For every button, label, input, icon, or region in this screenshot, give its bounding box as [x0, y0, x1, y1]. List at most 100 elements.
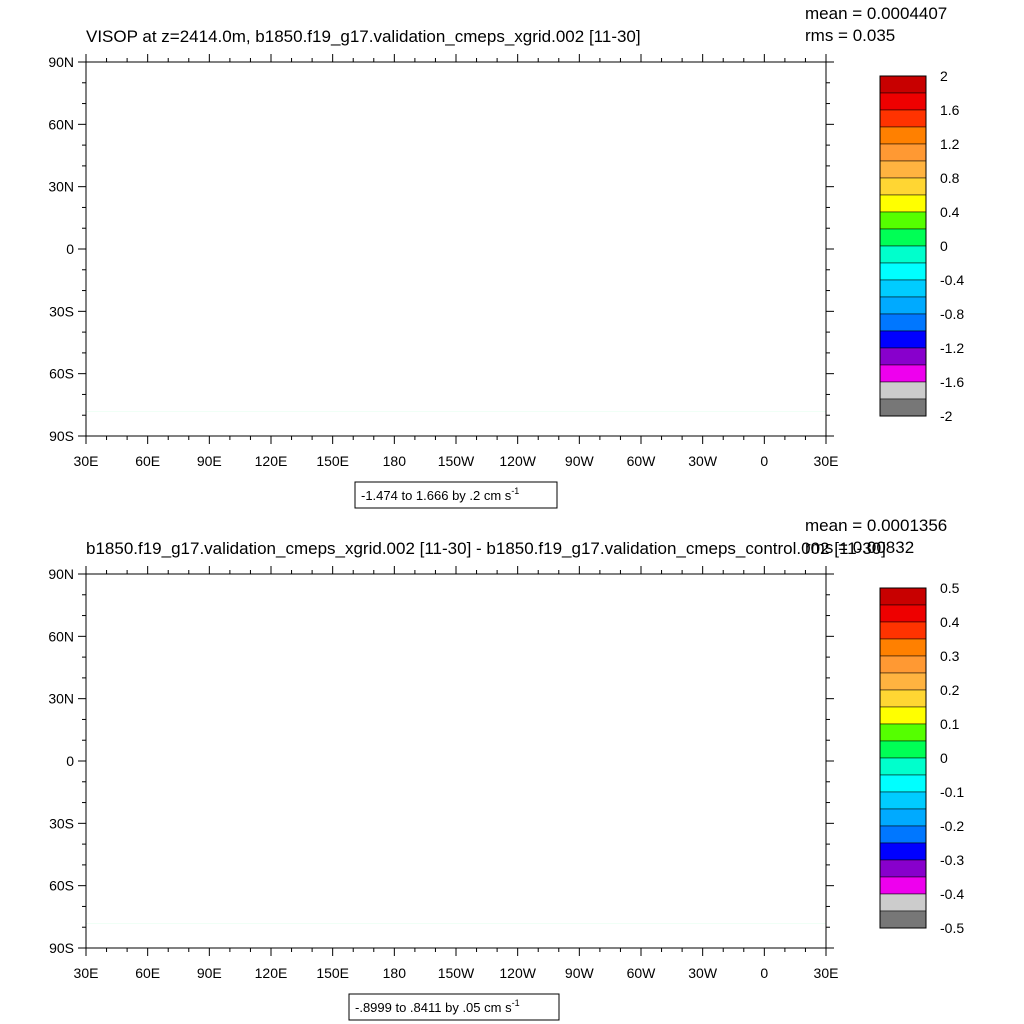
y-tick-label: 60N: [48, 116, 74, 132]
x-tick-label: 150W: [438, 965, 475, 981]
colorbar-swatch: [879, 774, 927, 793]
colorbar-swatch: [879, 262, 927, 281]
colorbar-swatch: [879, 689, 927, 708]
y-tick-label: 30N: [48, 691, 74, 707]
y-tick-label: 0: [66, 241, 74, 257]
colorbar-frame: [879, 587, 927, 929]
y-tick-label: 30N: [48, 179, 74, 195]
colorbar-swatch: [879, 706, 927, 725]
no-data-south: [86, 923, 826, 948]
colorbar-swatch: [879, 842, 927, 861]
x-tick-label: 30W: [688, 965, 718, 981]
colorbar-swatch: [879, 143, 927, 162]
x-tick-label: 60E: [135, 965, 160, 981]
y-tick-label: 90N: [48, 54, 74, 70]
colorbar-swatch: [879, 92, 927, 111]
colorbar-swatch: [879, 296, 927, 315]
x-tick-label: 120E: [255, 453, 288, 469]
colorbar-swatch: [879, 910, 927, 929]
mean-stat: mean = 0.0004407: [805, 4, 947, 23]
colorbar-swatch: [879, 757, 927, 776]
x-tick-label: 30W: [688, 453, 718, 469]
colorbar-frame: [879, 75, 927, 417]
x-tick-label: 150E: [316, 453, 349, 469]
colorbar-swatch: [879, 604, 927, 623]
x-tick-label: 150E: [316, 965, 349, 981]
no-data-north: [86, 62, 826, 412]
colorbar-swatch: [879, 740, 927, 759]
colorbar-swatch: [879, 655, 927, 674]
x-tick-label: 60W: [627, 965, 657, 981]
y-tick-label: 0: [66, 753, 74, 769]
colorbar: 0.5 0.4 0.3 0.2 0.1 0 -0.1 -0.2 -0.3 -0.4 -0.5: [879, 580, 964, 936]
x-tick-label: 150W: [438, 453, 475, 469]
colorbar-swatch: [879, 279, 927, 298]
colorbar-swatch: [879, 791, 927, 810]
colorbar-swatch: [879, 893, 927, 912]
x-tick-label: 30E: [814, 453, 839, 469]
map-field: [86, 62, 826, 436]
no-data-south: [86, 411, 826, 436]
colorbar-swatch: [879, 126, 927, 145]
colorbar-label: -0.4: [940, 272, 964, 288]
x-tick-label: 0: [760, 965, 768, 981]
colorbar-swatch: [879, 672, 927, 691]
x-tick-label: 60E: [135, 453, 160, 469]
colorbar-label: 1.6: [940, 102, 960, 118]
x-tick-label: 60W: [627, 453, 657, 469]
range-note-box: [354, 481, 558, 509]
colorbar-swatch: [879, 364, 927, 383]
map-field: [86, 574, 826, 948]
no-data-north: [86, 574, 826, 924]
y-tick-label: 90N: [48, 566, 74, 582]
colorbar-swatch: [879, 211, 927, 230]
colorbar-label: -1.6: [940, 374, 964, 390]
colorbar-label: 0.1: [940, 716, 960, 732]
colorbar-label: 0.2: [940, 682, 960, 698]
mean-stat: mean = 0.0001356: [805, 516, 947, 535]
colorbar-swatch: [879, 194, 927, 213]
colorbar-label: -0.2: [940, 818, 964, 834]
colorbar-swatch: [879, 808, 927, 827]
x-tick-label: 180: [383, 965, 407, 981]
colorbar-label: 2: [940, 68, 948, 84]
panel-1: 30E 60E 90E 120E 150E 180 150W 120W 90W 60W 30W 0 30…: [48, 4, 964, 509]
panel-2: 30E 60E 90E 120E 150E 180 150W 120W 90W 60W 30W 0 30…: [48, 516, 964, 1021]
colorbar-swatch: [879, 876, 927, 895]
colorbar-swatch: [879, 621, 927, 640]
x-tick-label: 120E: [255, 965, 288, 981]
rms-stat: rms = 0.00832: [805, 538, 914, 557]
colorbar-swatch: [879, 347, 927, 366]
colorbar-swatch: [879, 245, 927, 264]
colorbar-label: -1.2: [940, 340, 964, 356]
y-tick-label: 60S: [49, 878, 74, 894]
colorbar-swatch: [879, 330, 927, 349]
colorbar-swatch: [879, 398, 927, 417]
colorbar-label: 0.4: [940, 614, 960, 630]
range-note: -1.474 to 1.666 by .2 cm s-1: [361, 486, 519, 503]
colorbar-swatch: [879, 228, 927, 247]
colorbar-label: 0.8: [940, 170, 960, 186]
x-tick-label: 120W: [499, 453, 536, 469]
y-tick-label: 30S: [49, 815, 74, 831]
range-note-sup: -1: [511, 486, 519, 496]
x-tick-label: 30E: [74, 453, 99, 469]
colorbar-swatch: [879, 587, 927, 606]
x-tick-label: 30E: [74, 965, 99, 981]
y-tick-label: 90S: [49, 428, 74, 444]
x-tick-label: 90W: [565, 453, 595, 469]
colorbar-swatch: [879, 859, 927, 878]
range-note: -.8999 to .8411 by .05 cm s-1: [355, 998, 520, 1015]
colorbar-label: 0.4: [940, 204, 960, 220]
colorbar-swatch: [879, 177, 927, 196]
x-tick-label: 90W: [565, 965, 595, 981]
colorbar-label: -0.3: [940, 852, 964, 868]
chart-title: b1850.f19_g17.validation_cmeps_xgrid.002…: [86, 539, 886, 558]
y-tick-label: 60S: [49, 366, 74, 382]
x-tick-label: 30E: [814, 965, 839, 981]
colorbar-swatch: [879, 109, 927, 128]
colorbar-label: -0.1: [940, 784, 964, 800]
colorbar-swatch: [879, 723, 927, 742]
colorbar-label: -0.8: [940, 306, 964, 322]
